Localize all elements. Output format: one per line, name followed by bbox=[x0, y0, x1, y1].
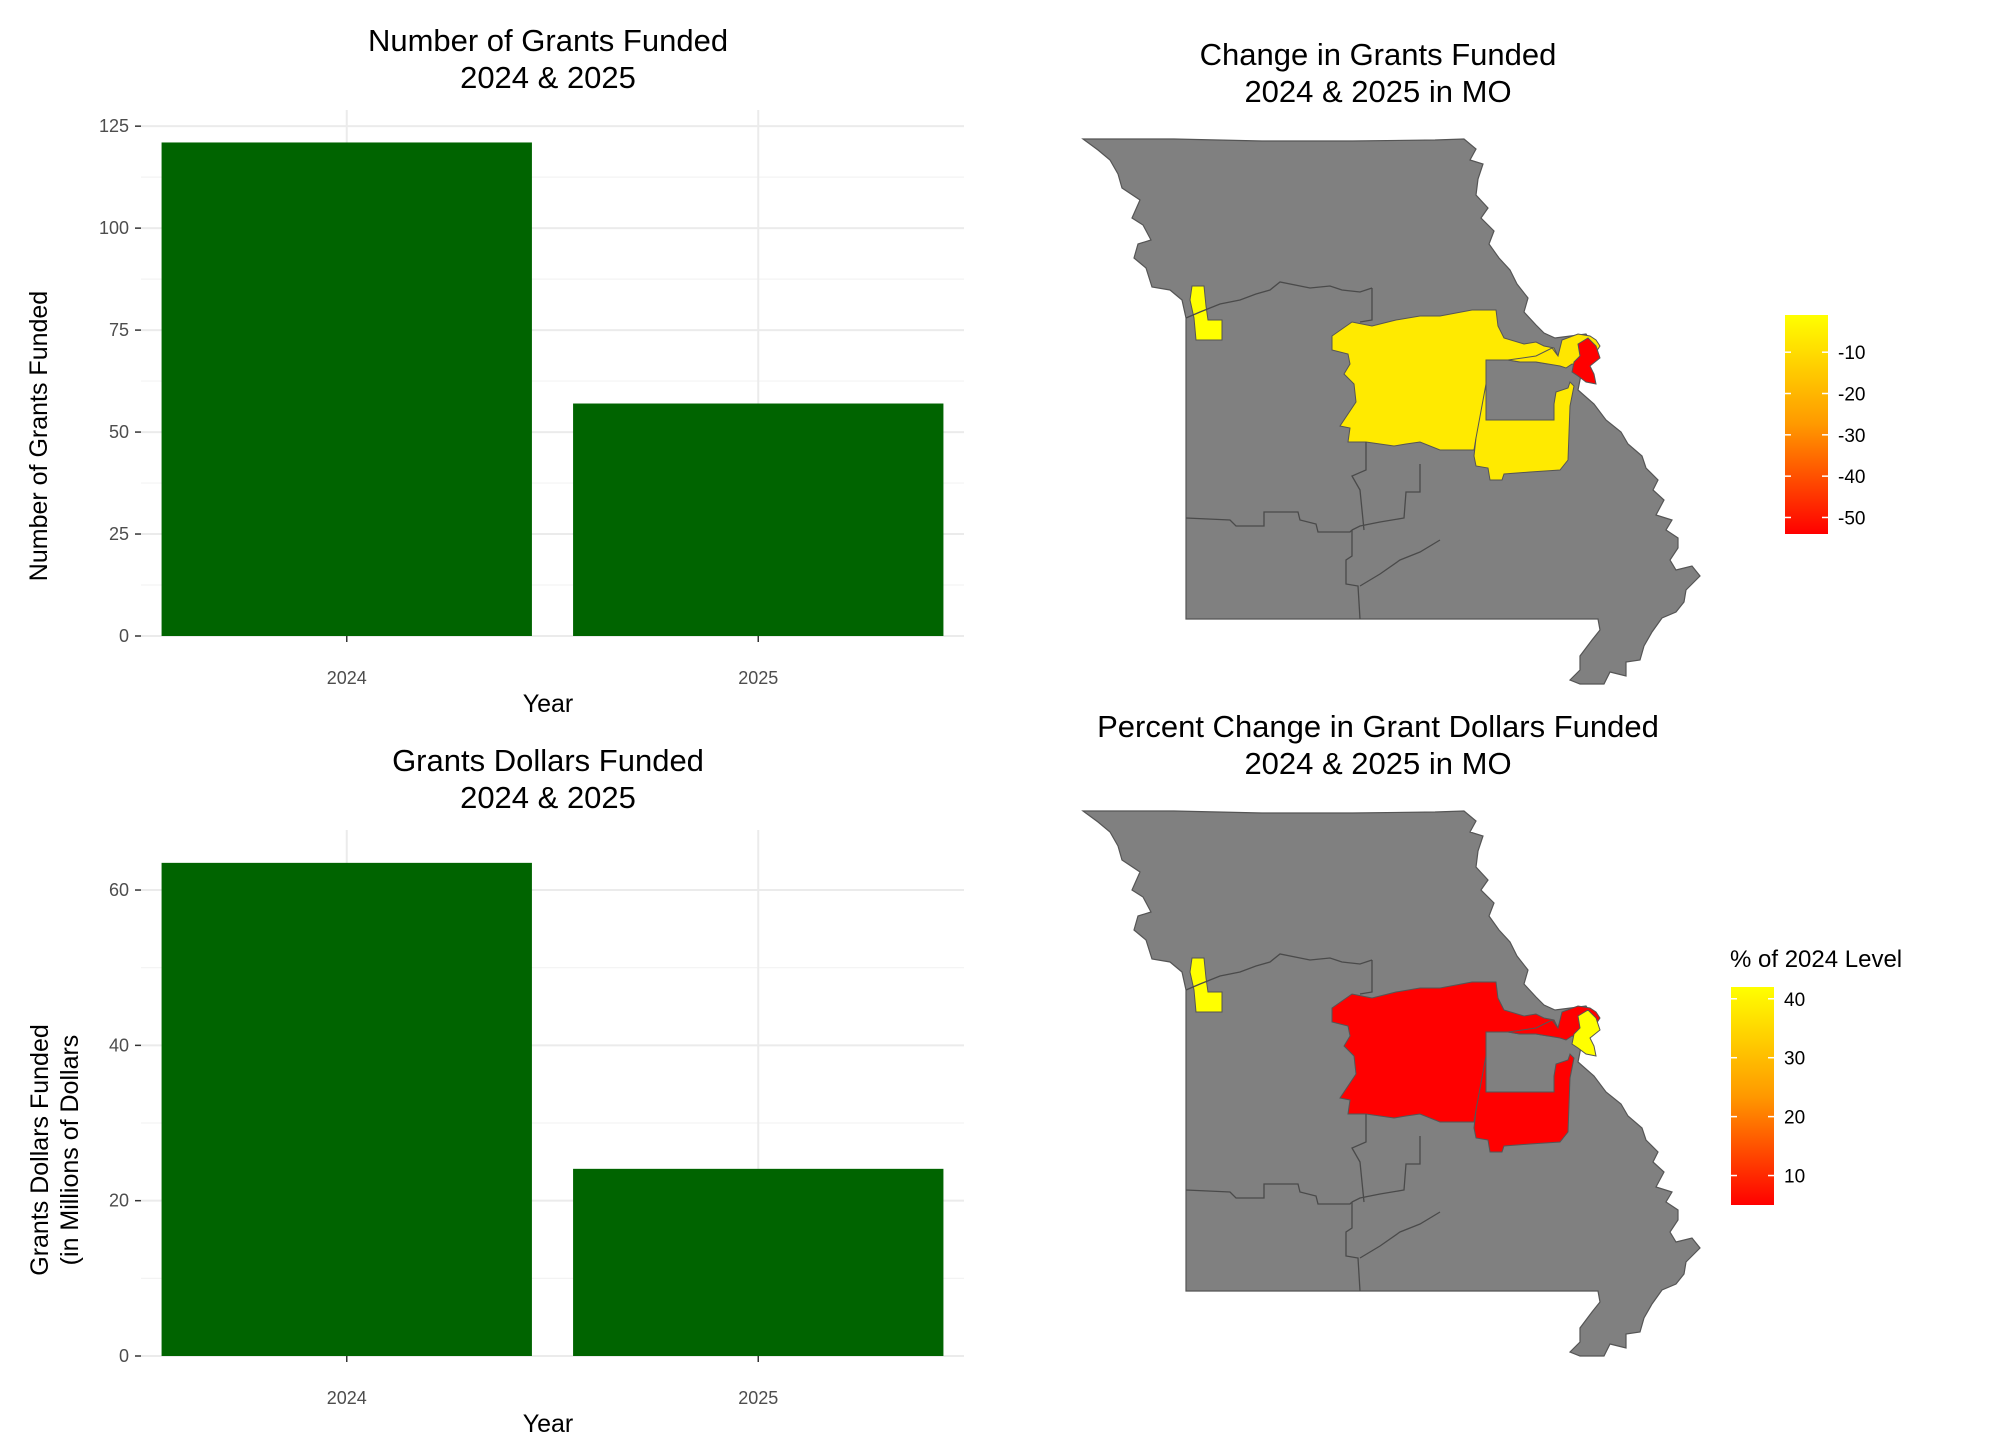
y-tick-labels: 0 25 50 75 100 125 bbox=[99, 116, 141, 646]
y-tick-labels: 0 20 40 60 bbox=[109, 880, 141, 1366]
district-boundary bbox=[1359, 539, 1441, 587]
district-boundary bbox=[1185, 511, 1353, 533]
chart-title-line-2: 2024 & 2025 bbox=[460, 60, 636, 95]
region-southeast-central bbox=[1473, 1053, 1575, 1153]
legend-colorbar bbox=[1785, 315, 1828, 534]
legend-tick-label: -10 bbox=[1838, 343, 1865, 364]
map-title-line-2: 2024 & 2025 in MO bbox=[1244, 746, 1511, 781]
district-boundary bbox=[1359, 960, 1373, 995]
panel-number-of-grants: Number of Grants Funded 2024 & 2025 0 25 5… bbox=[25, 23, 964, 718]
bar-2025 bbox=[573, 403, 944, 636]
y-tick-label: 40 bbox=[109, 1035, 129, 1055]
x-tick-labels: 2024 2025 bbox=[327, 1356, 778, 1408]
legend-tick-label: -20 bbox=[1838, 385, 1865, 406]
legend-tick-label: 10 bbox=[1784, 1167, 1805, 1188]
region-southeast-central bbox=[1473, 381, 1575, 481]
legend-tick-label: 40 bbox=[1784, 990, 1805, 1011]
district-boundary bbox=[1351, 464, 1421, 531]
x-tick-label: 2024 bbox=[327, 668, 367, 688]
map-title-line-2: 2024 & 2025 in MO bbox=[1244, 74, 1511, 109]
panel-change-map: Change in Grants Funded 2024 & 2025 in M… bbox=[1081, 37, 1865, 685]
region-st-louis bbox=[1571, 337, 1601, 385]
district-boundary bbox=[1185, 1183, 1353, 1205]
map-title-line-1: Change in Grants Funded bbox=[1200, 37, 1557, 72]
legend-tick-label: -30 bbox=[1838, 426, 1865, 447]
y-tick-label: 25 bbox=[109, 524, 129, 544]
district-boundary bbox=[1351, 1114, 1367, 1203]
y-tick-label: 100 bbox=[99, 218, 129, 238]
x-tick-labels: 2024 2025 bbox=[327, 636, 778, 688]
bar-2025 bbox=[573, 1168, 944, 1356]
region-western bbox=[1189, 957, 1223, 1013]
x-tick-label: 2025 bbox=[738, 1388, 778, 1408]
chart-title-line-2: 2024 & 2025 bbox=[460, 780, 636, 815]
x-axis-label: Year bbox=[523, 690, 574, 718]
region-central bbox=[1331, 309, 1559, 451]
legend-tick-label: -50 bbox=[1838, 508, 1865, 529]
chart-title-line-1: Number of Grants Funded bbox=[368, 23, 728, 58]
y-tick-label: 50 bbox=[109, 422, 129, 442]
y-tick-label: 60 bbox=[109, 880, 129, 900]
district-boundary bbox=[1351, 442, 1367, 531]
district-boundary bbox=[1185, 953, 1373, 991]
y-axis-label: Number of Grants Funded bbox=[25, 291, 53, 581]
chart-title-line-1: Grants Dollars Funded bbox=[392, 743, 704, 778]
x-tick-label: 2024 bbox=[327, 1388, 367, 1408]
district-boundary bbox=[1351, 1136, 1421, 1203]
panel-percent-map: Percent Change in Grant Dollars Funded 2… bbox=[1081, 709, 1902, 1357]
missouri-map bbox=[1081, 810, 1701, 1357]
legend-tick-label: -40 bbox=[1838, 467, 1865, 488]
y-axis-label-line-1: Grants Dollars Funded bbox=[26, 1024, 54, 1276]
y-tick-label: 20 bbox=[109, 1191, 129, 1211]
x-axis-label: Year bbox=[523, 1410, 574, 1438]
district-boundary bbox=[1345, 1202, 1361, 1292]
district-boundary bbox=[1359, 1211, 1441, 1259]
bar-2024 bbox=[161, 862, 532, 1356]
missouri-map bbox=[1081, 138, 1701, 685]
bars bbox=[161, 142, 944, 636]
panel-grant-dollars: Grants Dollars Funded 2024 & 2025 0 20 40 6… bbox=[26, 743, 964, 1438]
color-legend: 40 30 20 10 bbox=[1731, 987, 1805, 1205]
y-tick-label: 0 bbox=[119, 1346, 129, 1366]
region-central bbox=[1331, 981, 1559, 1123]
legend-tick-label: 20 bbox=[1784, 1108, 1805, 1129]
y-axis-label-line-2: (in Millions of Dollars bbox=[56, 1035, 84, 1266]
x-tick-label: 2025 bbox=[738, 668, 778, 688]
y-tick-label: 125 bbox=[99, 116, 129, 136]
legend-tick-label: 30 bbox=[1784, 1049, 1805, 1070]
district-boundary bbox=[1345, 530, 1361, 620]
region-western bbox=[1189, 285, 1223, 341]
y-tick-label: 0 bbox=[119, 626, 129, 646]
color-legend: -10 -20 -30 -40 -50 bbox=[1785, 315, 1865, 534]
district-boundary bbox=[1359, 288, 1373, 323]
bar-2024 bbox=[161, 142, 532, 636]
legend-colorbar bbox=[1731, 987, 1774, 1205]
map-title-line-1: Percent Change in Grant Dollars Funded bbox=[1097, 709, 1659, 744]
y-tick-label: 75 bbox=[109, 320, 129, 340]
legend-title: % of 2024 Level bbox=[1730, 946, 1902, 973]
district-boundary bbox=[1185, 281, 1373, 319]
bars bbox=[161, 862, 944, 1356]
region-st-louis bbox=[1571, 1009, 1601, 1057]
